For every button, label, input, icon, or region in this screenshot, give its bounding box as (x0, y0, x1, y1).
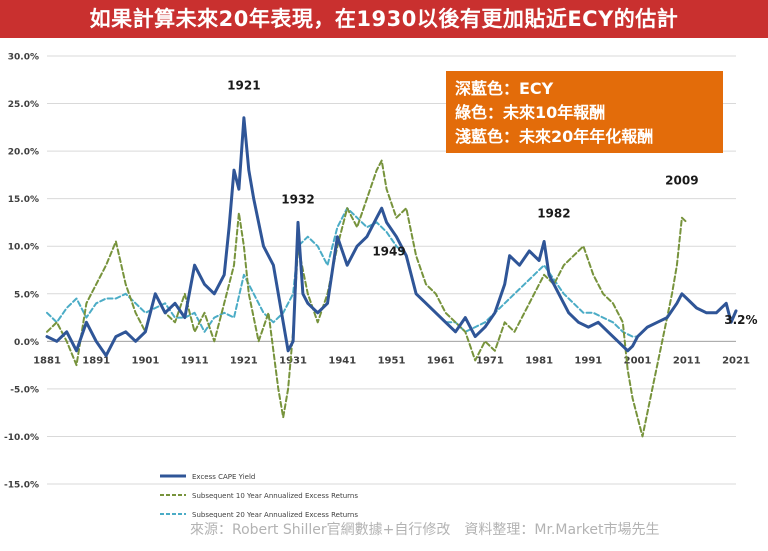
color-key-ecy: 深藍色：ECY (455, 79, 554, 98)
y-tick-label: 10.0% (8, 243, 39, 253)
x-tick-label: 1901 (132, 355, 160, 366)
y-tick-label: 5.0% (14, 290, 39, 300)
annotation-label: 3.2% (724, 313, 757, 327)
chart-legend: Excess CAPE Yield Subsequent 10 Year Annu… (160, 473, 358, 518)
annotation-label: 1982 (537, 207, 570, 221)
color-key-20yr: 淺藍色：未來20年年化報酬 (455, 127, 654, 146)
annotation-label: 1921 (227, 78, 260, 92)
x-tick-label: 1941 (328, 355, 356, 366)
x-tick-label: 2021 (722, 355, 750, 366)
page-title: 如果計算未來20年表現，在1930以後有更加貼近ECY的估計 (0, 0, 768, 38)
x-tick-label: 1911 (181, 355, 209, 366)
x-tick-label: 2011 (673, 355, 701, 366)
chart: 30.0% 25.0% 20.0% 15.0% 10.0% 5.0% 0.0% -5.0% -1… (4, 53, 758, 519)
y-tick-label: 30.0% (8, 53, 39, 63)
y-tick-label: -5.0% (10, 385, 39, 395)
chart-series (45, 116, 738, 438)
chart-axes: 30.0% 25.0% 20.0% 15.0% 10.0% 5.0% 0.0% -5.0% -1… (4, 53, 750, 491)
series-line-0 (45, 116, 738, 358)
y-tick-label: 0.0% (14, 338, 39, 348)
x-tick-label: 2001 (624, 355, 652, 366)
x-tick-label: 1881 (33, 355, 61, 366)
legend-label-2: Subsequent 20 Year Annualized Excess Ret… (192, 511, 358, 518)
x-tick-label: 1971 (476, 355, 504, 366)
series-line-1 (46, 159, 688, 438)
annotation-label: 2009 (665, 173, 698, 187)
y-tick-label: 20.0% (8, 148, 39, 158)
y-tick-label: 15.0% (8, 195, 39, 205)
x-tick-label: 1891 (82, 355, 110, 366)
x-tick-label: 1921 (230, 355, 258, 366)
color-key-box: 深藍色：ECY 綠色：未來10年報酬 淺藍色：未來20年年化報酬 (446, 71, 723, 153)
y-tick-label: -15.0% (4, 481, 39, 491)
x-tick-label: 1991 (574, 355, 602, 366)
series-line-2 (46, 207, 639, 338)
legend-label-0: Excess CAPE Yield (192, 473, 255, 481)
y-tick-label: 25.0% (8, 100, 39, 110)
legend-label-1: Subsequent 10 Year Annualized Excess Ret… (192, 492, 358, 500)
x-tick-label: 1951 (378, 355, 406, 366)
annotation-label: 1932 (281, 192, 314, 206)
y-tick-label: -10.0% (4, 433, 39, 443)
x-tick-label: 1981 (525, 355, 553, 366)
chart-annotations: 1921 1932 1949 1982 2009 3.2% (227, 78, 757, 327)
source-note: 來源：Robert Shiller官網數據+自行修改 資料整理：Mr.Marke… (190, 522, 660, 538)
x-tick-label: 1961 (427, 355, 455, 366)
color-key-10yr: 綠色：未來10年報酬 (455, 103, 606, 122)
annotation-label: 1949 (372, 245, 405, 259)
x-tick-label: 1931 (279, 355, 307, 366)
